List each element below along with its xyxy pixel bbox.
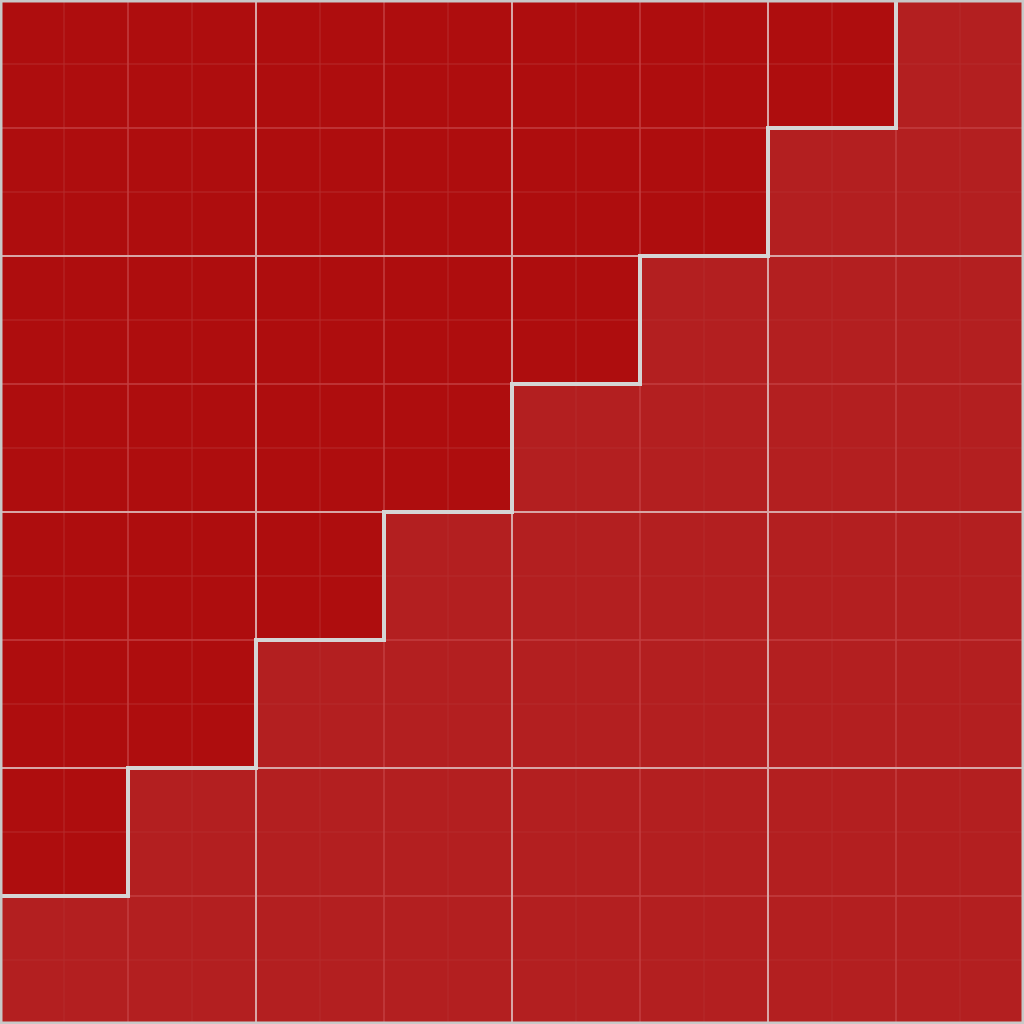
staircase-boundary-line bbox=[0, 0, 898, 1024]
